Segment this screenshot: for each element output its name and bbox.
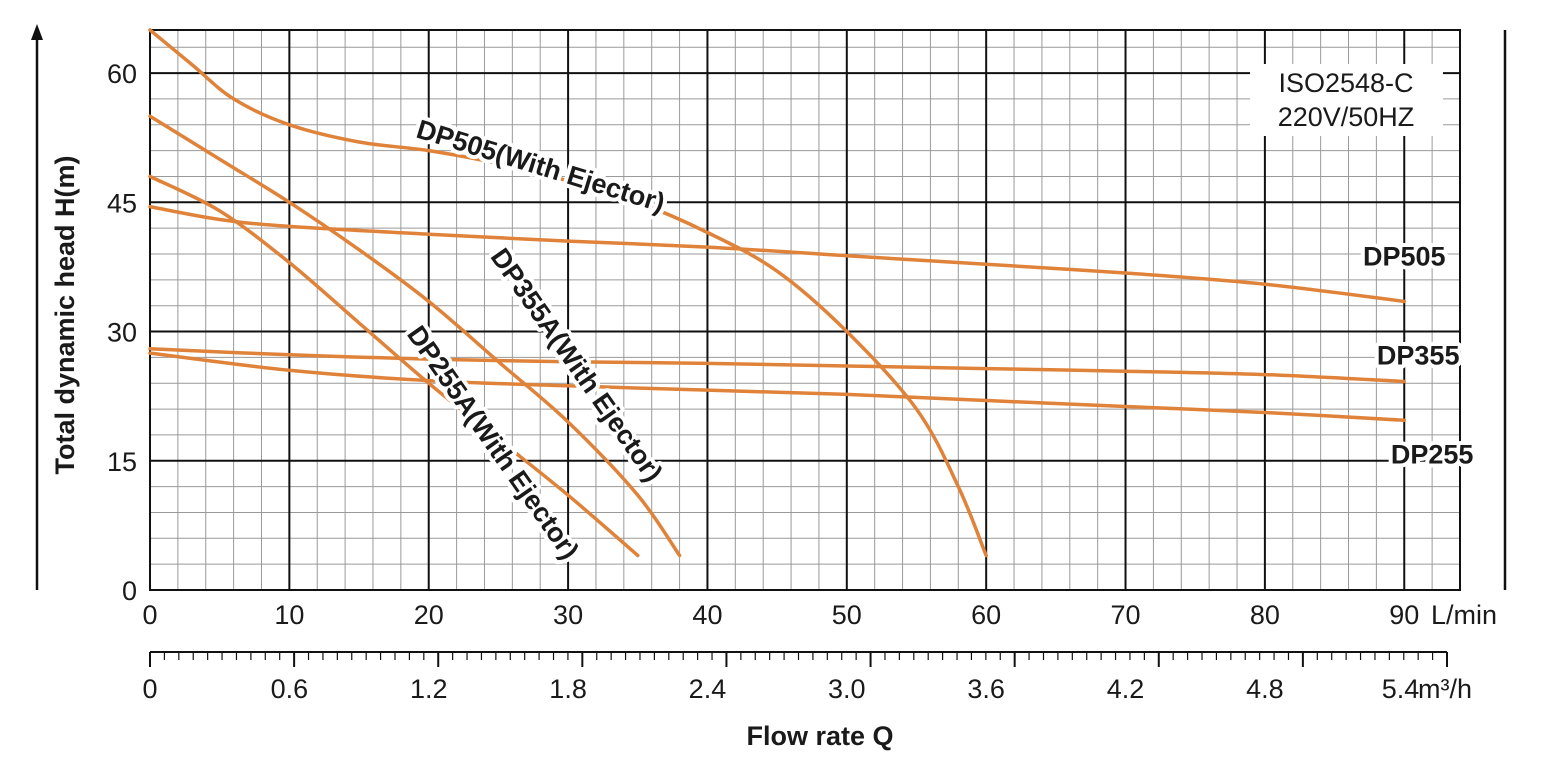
- x-tick-label: 0: [142, 600, 157, 630]
- x-tick-label: 40: [692, 600, 722, 630]
- y-tick-label: 15: [107, 447, 137, 477]
- y-tick-label: 0: [122, 576, 137, 606]
- standard-note: ISO2548-C: [1278, 68, 1413, 98]
- secondary-unit-label: m³/h: [1418, 674, 1472, 704]
- curve-dp355: [148, 347, 1407, 384]
- y-tick-label: 45: [107, 188, 137, 218]
- major-grid: [149, 29, 1461, 591]
- x-axis-title: Flow rate Q: [746, 721, 893, 751]
- axes: [31, 24, 1507, 667]
- secondary-tick-label: 5.4: [1382, 674, 1420, 704]
- x-unit-label: L/min: [1431, 600, 1497, 630]
- secondary-tick-label: 4.2: [1107, 674, 1145, 704]
- voltage-note: 220V/50HZ: [1278, 102, 1415, 132]
- secondary-tick-label: 3.0: [828, 674, 866, 704]
- y-axis-arrowhead: [31, 24, 43, 40]
- x-tick-label: 60: [971, 600, 1001, 630]
- x-tick-label: 20: [414, 600, 444, 630]
- chart-texts: 0 15 30 45 60 0 10 20 30 40 50 60 70 80 90 L/min 0 0.6 1.2…: [50, 59, 1497, 751]
- x-tick-label: 30: [553, 600, 583, 630]
- secondary-tick-label: 2.4: [689, 674, 727, 704]
- curve-dp505: [148, 204, 1407, 304]
- secondary-tick-label: 0: [142, 674, 157, 704]
- x-tick-label: 90: [1389, 600, 1419, 630]
- y-tick-label: 60: [107, 59, 137, 89]
- label-dp255: DP255: [1391, 440, 1474, 470]
- secondary-tick-label: 0.6: [271, 674, 309, 704]
- x-tick-label: 80: [1250, 600, 1280, 630]
- performance-curves: [148, 28, 1407, 558]
- x-tick-label: 70: [1111, 600, 1141, 630]
- y-tick-label: 30: [107, 318, 137, 348]
- notes-box: [1250, 64, 1443, 136]
- curve-dp255a-with-ejector: [148, 174, 640, 558]
- secondary-tick-label: 1.8: [549, 674, 587, 704]
- curve-dp255: [148, 351, 1407, 423]
- y-axis-title: Total dynamic head H(m): [50, 155, 80, 474]
- plot-frame: [149, 29, 1461, 591]
- label-dp355: DP355: [1377, 341, 1460, 371]
- label-dp505: DP505: [1363, 241, 1446, 271]
- curve-dp355a-with-ejector: [148, 114, 682, 558]
- x-tick-label: 10: [274, 600, 304, 630]
- x-tick-label: 50: [832, 600, 862, 630]
- secondary-tick-label: 4.8: [1246, 674, 1284, 704]
- secondary-tick-label: 1.2: [410, 674, 448, 704]
- secondary-tick-label: 3.6: [967, 674, 1005, 704]
